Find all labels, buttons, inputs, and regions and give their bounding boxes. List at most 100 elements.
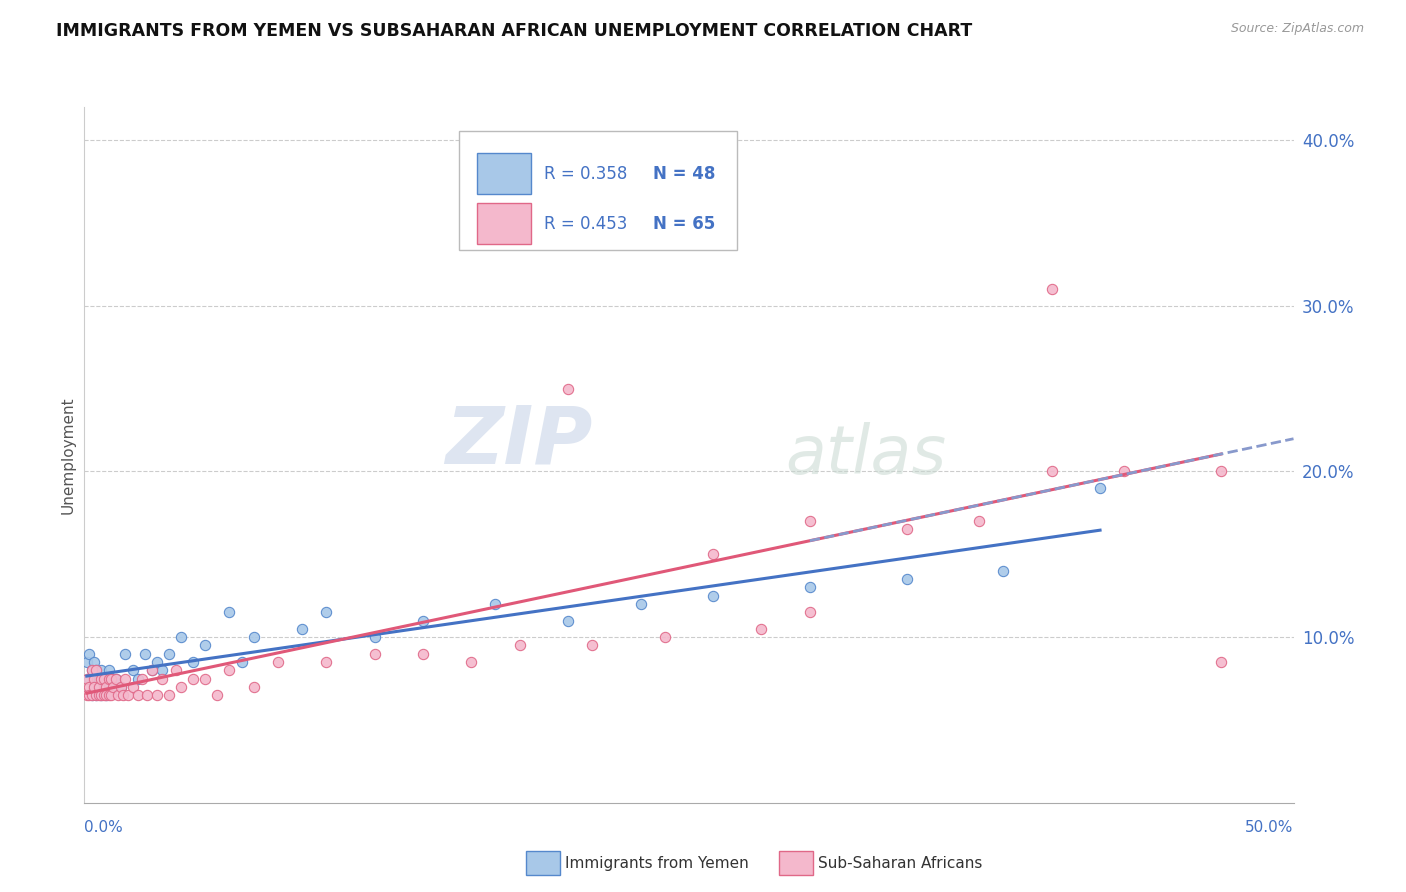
- Point: [90, 672, 112, 686]
- Point: [630, 597, 652, 611]
- Point: [80, 688, 103, 702]
- Point: [751, 622, 773, 636]
- Point: [94, 688, 117, 702]
- Point: [127, 688, 149, 702]
- Point: [76, 688, 98, 702]
- Point: [117, 688, 139, 702]
- Point: [557, 382, 579, 396]
- Point: [76, 655, 98, 669]
- Point: [896, 523, 918, 537]
- Point: [83, 672, 105, 686]
- Point: [83, 680, 105, 694]
- Point: [315, 605, 337, 619]
- Point: [80, 688, 103, 702]
- Point: [315, 655, 337, 669]
- Point: [114, 672, 136, 686]
- Point: [157, 688, 180, 702]
- Point: [121, 680, 143, 694]
- Point: [799, 514, 821, 528]
- Point: [104, 672, 127, 686]
- Point: [218, 605, 240, 619]
- Point: [150, 663, 173, 677]
- Point: [83, 655, 105, 669]
- Point: [77, 680, 100, 694]
- Point: [110, 680, 132, 694]
- Point: [194, 672, 217, 686]
- Point: [77, 672, 100, 686]
- Point: [97, 672, 120, 686]
- Point: [90, 663, 112, 677]
- Point: [141, 663, 163, 677]
- Point: [94, 688, 117, 702]
- Point: [702, 547, 724, 561]
- Text: R = 0.453: R = 0.453: [544, 215, 627, 233]
- Point: [94, 672, 117, 686]
- Point: [207, 688, 229, 702]
- Point: [100, 672, 122, 686]
- Point: [114, 647, 136, 661]
- Point: [146, 655, 169, 669]
- Point: [97, 680, 120, 694]
- Point: [127, 672, 149, 686]
- Point: [141, 663, 163, 677]
- Text: 0.0%: 0.0%: [84, 821, 124, 835]
- Point: [218, 663, 240, 677]
- Point: [896, 572, 918, 586]
- Point: [484, 597, 506, 611]
- Point: [291, 622, 314, 636]
- Point: [1040, 465, 1063, 479]
- Point: [103, 680, 125, 694]
- Point: [146, 688, 169, 702]
- Point: [1040, 282, 1063, 296]
- Point: [77, 688, 100, 702]
- Text: IMMIGRANTS FROM YEMEN VS SUBSAHARAN AFRICAN UNEMPLOYMENT CORRELATION CHART: IMMIGRANTS FROM YEMEN VS SUBSAHARAN AFRI…: [56, 22, 973, 40]
- Text: Source: ZipAtlas.com: Source: ZipAtlas.com: [1230, 22, 1364, 36]
- Point: [107, 688, 129, 702]
- Point: [581, 639, 603, 653]
- Point: [993, 564, 1015, 578]
- Point: [702, 589, 724, 603]
- Point: [76, 672, 98, 686]
- Point: [242, 630, 264, 644]
- Point: [110, 680, 132, 694]
- Point: [100, 672, 122, 686]
- Point: [231, 655, 253, 669]
- Point: [150, 672, 173, 686]
- Point: [678, 233, 700, 247]
- Point: [1114, 465, 1136, 479]
- Point: [93, 680, 115, 694]
- Point: [134, 647, 156, 661]
- Point: [136, 688, 159, 702]
- Point: [86, 663, 108, 677]
- Point: [181, 672, 204, 686]
- Point: [1209, 465, 1232, 479]
- Point: [103, 680, 125, 694]
- Point: [97, 688, 120, 702]
- Point: [165, 663, 187, 677]
- Point: [86, 688, 108, 702]
- Point: [90, 688, 112, 702]
- Point: [80, 663, 103, 677]
- Point: [412, 647, 434, 661]
- FancyBboxPatch shape: [460, 131, 737, 250]
- Point: [121, 663, 143, 677]
- Point: [112, 688, 135, 702]
- Point: [104, 672, 127, 686]
- Point: [654, 630, 676, 644]
- Point: [93, 688, 115, 702]
- Point: [967, 514, 990, 528]
- Point: [509, 639, 531, 653]
- Point: [363, 647, 385, 661]
- Point: [83, 680, 105, 694]
- Point: [80, 663, 103, 677]
- Point: [460, 655, 482, 669]
- Point: [97, 663, 120, 677]
- Point: [87, 672, 110, 686]
- Point: [87, 680, 110, 694]
- FancyBboxPatch shape: [478, 203, 530, 244]
- Point: [242, 680, 264, 694]
- Point: [267, 655, 290, 669]
- Text: ZIP: ZIP: [444, 402, 592, 480]
- Text: Sub-Saharan Africans: Sub-Saharan Africans: [818, 856, 983, 871]
- Point: [363, 630, 385, 644]
